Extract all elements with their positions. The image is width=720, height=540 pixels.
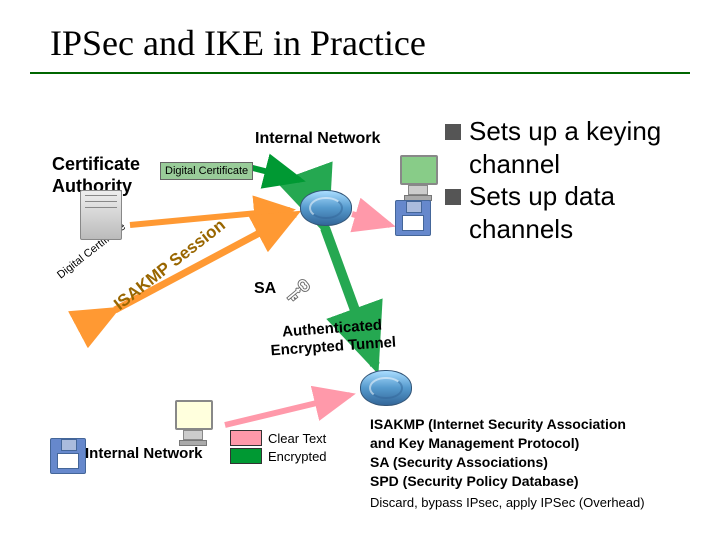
legend-row: Clear Text <box>230 430 327 446</box>
ca-server-icon <box>80 190 122 240</box>
legend-swatch-clear <box>230 430 262 446</box>
legend-row: Encrypted <box>230 448 327 464</box>
key-icon: 🗝 <box>284 278 312 304</box>
def-line: SA (Security Associations) <box>370 453 626 472</box>
legend-swatch-encrypted <box>230 448 262 464</box>
router-icon <box>360 370 412 406</box>
monitor-icon <box>400 155 436 197</box>
floppy-icon <box>50 438 86 474</box>
def-line: and Key Management Protocol) <box>370 434 626 453</box>
note-text: Discard, bypass IPsec, apply IPSec (Over… <box>370 495 645 511</box>
internal-network-label-bottom: Internal Network <box>85 445 203 462</box>
digital-cert-label: Digital Certificate <box>160 162 253 180</box>
monitor-icon <box>175 400 211 442</box>
legend: Clear Text Encrypted <box>230 430 327 466</box>
sa-label: SA <box>254 280 276 298</box>
def-line: SPD (Security Policy Database) <box>370 472 626 491</box>
legend-label: Clear Text <box>268 431 326 446</box>
floppy-icon <box>395 200 431 236</box>
legend-label: Encrypted <box>268 449 327 464</box>
definitions-block: ISAKMP (Internet Security Association an… <box>370 415 626 491</box>
internal-network-label-top: Internal Network <box>255 130 380 148</box>
router-icon <box>300 190 352 226</box>
def-line: ISAKMP (Internet Security Association <box>370 415 626 434</box>
